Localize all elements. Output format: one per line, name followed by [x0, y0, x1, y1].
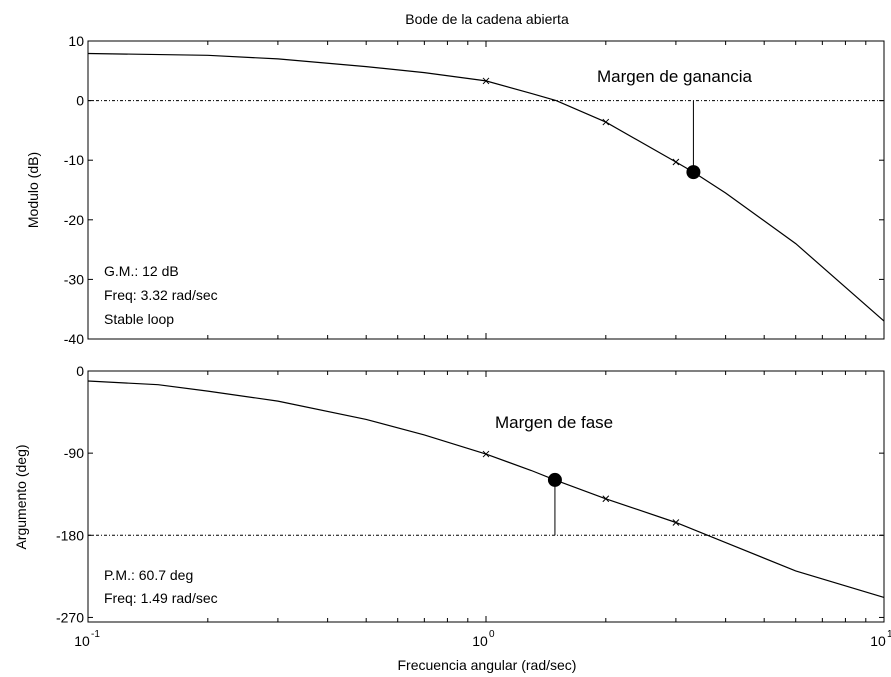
- x-marker: [602, 118, 610, 126]
- y-tick-label: -270: [56, 609, 84, 625]
- phase-plot: 0 -90 -180 -270 Argumento (deg) Margen de f…: [13, 363, 885, 625]
- magnitude-axis-ticks: 10 0 -10 -20 -30 -40: [64, 33, 884, 347]
- y-tick-label: -30: [64, 271, 84, 287]
- phase-plot-frame: [87, 370, 885, 623]
- x-tick-label: 10 0: [472, 629, 495, 649]
- x-tick-label-exponent: -1: [91, 629, 100, 640]
- x-tick-label-base: 10: [870, 633, 886, 649]
- series-line: [87, 52, 885, 322]
- y-tick-label: -90: [64, 445, 84, 461]
- x-marker-stroke: [602, 495, 610, 503]
- gain-margin-info-line: G.M.: 12 dB: [104, 263, 179, 279]
- x-axis-label: Frecuencia angular (rad/sec): [398, 657, 577, 673]
- y-tick-label: -10: [64, 152, 84, 168]
- magnitude-series: [87, 52, 885, 322]
- x-tick-label-base: 10: [74, 633, 90, 649]
- chart-title: Bode de la cadena abierta: [405, 11, 569, 27]
- phase-series: [87, 380, 885, 598]
- phase-markers: [482, 450, 680, 526]
- phase-y-label: Argumento (deg): [13, 444, 29, 549]
- gain-margin: [686, 100, 701, 180]
- y-tick-label: -40: [64, 331, 84, 347]
- y-tick-label: 0: [76, 93, 84, 109]
- x-marker-stroke: [482, 450, 490, 458]
- magnitude-plot-frame: [87, 40, 885, 340]
- y-tick-label: 0: [76, 363, 84, 379]
- x-marker-stroke: [672, 158, 680, 166]
- x-marker: [482, 77, 490, 85]
- x-marker: [672, 519, 680, 526]
- x-marker: [672, 158, 680, 166]
- x-tick-label: 10 -1: [74, 629, 100, 649]
- margin-point: [547, 472, 562, 487]
- x-marker: [602, 495, 610, 503]
- series-line: [87, 380, 885, 598]
- phase-margin: [547, 472, 562, 536]
- x-tick-label-exponent: 1: [887, 629, 891, 640]
- x-tick-label-exponent: 0: [489, 629, 495, 640]
- x-marker-stroke: [672, 519, 680, 526]
- x-tick-label: 10 1: [870, 629, 891, 649]
- phase-margin-info-line: P.M.: 60.7 deg: [104, 567, 193, 583]
- gain-margin-info-line: Stable loop: [104, 311, 174, 327]
- x-axis-tick-labels: 10 -1 10 0 10 1: [74, 629, 891, 649]
- x-marker-stroke: [602, 118, 610, 126]
- x-marker-stroke: [482, 77, 490, 85]
- phase-margin-info-line: Freq: 1.49 rad/sec: [104, 590, 218, 606]
- phase-margin-annotation: Margen de fase: [495, 413, 613, 432]
- y-tick-label: -20: [64, 212, 84, 228]
- gain-margin-annotation: Margen de ganancia: [597, 67, 753, 86]
- magnitude-markers: [482, 77, 680, 166]
- phase-axis-ticks: 0 -90 -180 -270: [56, 363, 884, 625]
- x-marker: [482, 450, 490, 458]
- y-tick-label: -180: [56, 527, 84, 543]
- margin-point: [686, 165, 701, 180]
- magnitude-plot: 10 0 -10 -20 -30 -40 Modulo (dB) Margen de ga…: [25, 33, 885, 347]
- magnitude-y-label: Modulo (dB): [25, 152, 41, 228]
- x-tick-label-base: 10: [472, 633, 488, 649]
- y-tick-label: 10: [68, 33, 84, 49]
- gain-margin-info-line: Freq: 3.32 rad/sec: [104, 287, 218, 303]
